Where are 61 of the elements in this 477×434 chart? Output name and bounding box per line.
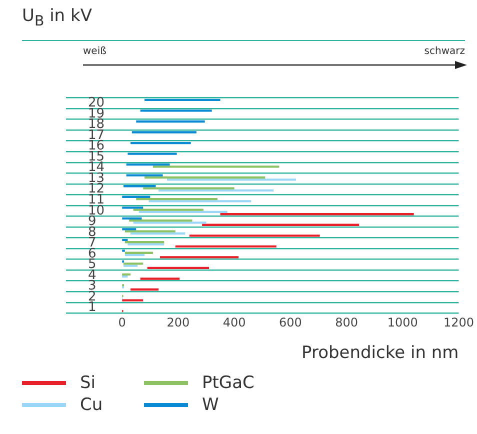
legend-label: Cu <box>80 395 103 415</box>
bar <box>158 189 274 192</box>
bar <box>166 178 296 181</box>
bar <box>126 174 163 176</box>
bar <box>132 131 196 134</box>
x-tick-label: 800 <box>335 316 358 330</box>
bar <box>122 250 125 252</box>
bar <box>122 238 128 242</box>
bar <box>138 210 228 214</box>
bar <box>124 252 153 254</box>
bar <box>202 224 360 226</box>
legend-label: Si <box>80 373 96 393</box>
bar <box>220 213 414 216</box>
bar <box>143 187 234 190</box>
y-axis-title: U$_{B}$ in kV <box>22 6 92 30</box>
x-tick-label: 400 <box>222 316 246 330</box>
bar <box>122 217 142 220</box>
bar <box>129 220 192 222</box>
x-tick-label: 1000 <box>387 316 418 330</box>
bar <box>152 166 280 168</box>
bar <box>189 234 320 237</box>
bar <box>130 288 159 291</box>
bar <box>124 241 164 244</box>
bar <box>124 230 176 232</box>
bar <box>136 198 218 200</box>
bar <box>140 110 212 112</box>
bar <box>148 200 252 202</box>
bar <box>128 152 177 155</box>
bar <box>122 228 136 230</box>
bar <box>136 120 205 123</box>
text: schwarz <box>424 46 465 57</box>
bar <box>122 196 150 198</box>
legend-label: W <box>202 395 219 415</box>
bar <box>140 278 180 280</box>
x-tick-label: 600 <box>278 316 302 330</box>
bar <box>122 206 144 209</box>
bar <box>124 254 145 256</box>
x-tick-label: 200 <box>166 316 190 330</box>
bar <box>130 232 186 235</box>
x-axis-title: Probendicke in nm <box>302 343 459 364</box>
bar <box>122 276 128 278</box>
bar <box>144 176 266 179</box>
bar <box>124 264 138 267</box>
bar <box>133 208 204 211</box>
bar <box>122 299 144 302</box>
x-tick-label: 1200 <box>443 316 474 330</box>
bar <box>133 222 206 224</box>
bar <box>147 266 210 270</box>
bar <box>160 256 239 258</box>
bar <box>126 163 170 166</box>
text: weiß <box>83 46 106 57</box>
bar <box>128 243 164 246</box>
bar <box>130 142 191 144</box>
y-tick-label: 1 <box>88 300 96 316</box>
bar <box>175 245 276 248</box>
bar <box>122 273 131 276</box>
legend-label: PtGaC <box>202 373 254 393</box>
bar <box>124 185 156 188</box>
bar <box>144 98 220 102</box>
bar <box>124 262 144 265</box>
x-tick-label: 0 <box>118 316 126 330</box>
